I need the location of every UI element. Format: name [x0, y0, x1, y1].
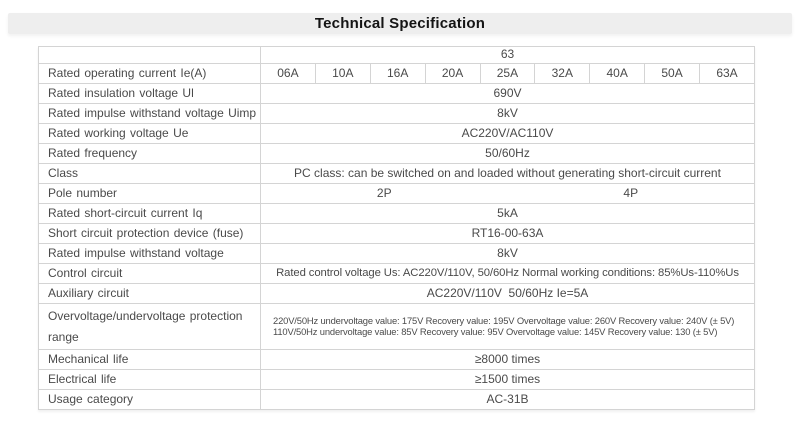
row-operating-current: Rated operating current Ie(A) 06A 10A 16… — [38, 63, 755, 84]
row-impulse-withstand: Rated impulse withstand voltage 8kV — [38, 243, 755, 264]
row-label: Overvoltage/undervoltage protection rang… — [38, 303, 261, 350]
row-value: AC220V/AC110V — [260, 123, 755, 144]
pole-number-values: 2P 4P — [262, 185, 754, 201]
row-value: 690V — [260, 83, 755, 104]
row-value: ≥1500 times — [260, 369, 755, 390]
row-class: Class PC class: can be switched on and l… — [38, 163, 755, 184]
row-label: Rated short-circuit current Iq — [38, 203, 261, 224]
current-rating-cell: 16A — [369, 63, 426, 84]
row-short-circuit-current: Rated short-circuit current Iq 5kA — [38, 203, 755, 224]
pole-4p-value: 4P — [623, 185, 639, 200]
row-protection-range: Overvoltage/undervoltage protection rang… — [38, 303, 755, 350]
title-bar: Technical Specification — [8, 13, 792, 34]
spec-table: 63 Rated operating current Ie(A) 06A 10A… — [38, 46, 755, 410]
current-rating-cell: 63A — [699, 63, 755, 84]
row-label: Short circuit protection device (fuse) — [38, 223, 261, 244]
row-label: Rated impulse withstand voltage — [38, 243, 261, 264]
row-value: 50/60Hz — [260, 143, 755, 164]
row-value: RT16-00-63A — [260, 223, 755, 244]
current-rating-cell: 25A — [479, 63, 536, 84]
row-label: Class — [38, 163, 261, 184]
row-size-header: 63 — [38, 46, 755, 64]
row-value: 8kV — [260, 243, 755, 264]
row-value: 8kV — [260, 103, 755, 124]
empty-corner-cell — [38, 46, 261, 64]
row-label: Rated operating current Ie(A) — [38, 63, 261, 84]
row-label: Mechanical life — [38, 349, 261, 370]
row-label: Control circuit — [38, 263, 261, 284]
current-rating-cell: 40A — [589, 63, 646, 84]
pole-number-cell: 2P 4P — [260, 183, 755, 204]
row-usage-category: Usage category AC-31B — [38, 389, 755, 410]
row-label: Rated working voltage Ue — [38, 123, 261, 144]
row-value: Rated control voltage Us: AC220V/110V, 5… — [260, 263, 755, 284]
row-value: 5kA — [260, 203, 755, 224]
pole-2p-value: 2P — [376, 185, 392, 200]
current-rating-cell: 20A — [424, 63, 481, 84]
row-working-voltage: Rated working voltage Ue AC220V/AC110V — [38, 123, 755, 144]
row-label: Rated insulation voltage Ul — [38, 83, 261, 104]
current-rating-cell: 06A — [260, 63, 316, 84]
row-insulation-voltage: Rated insulation voltage Ul 690V — [38, 83, 755, 104]
protection-range-line2: 110V/50Hz undervoltage value: 85V Recove… — [273, 325, 718, 337]
row-label: Electrical life — [38, 369, 261, 390]
current-rating-cell: 10A — [314, 63, 371, 84]
current-rating-cell: 50A — [644, 63, 700, 84]
row-control-circuit: Control circuit Rated control voltage Us… — [38, 263, 755, 284]
row-mechanical-life: Mechanical life ≥8000 times — [38, 349, 755, 370]
row-value: AC-31B — [260, 389, 755, 410]
row-auxiliary-circuit: Auxiliary circuit AC220V/110V 50/60Hz Ie… — [38, 283, 755, 304]
size-header-value: 63 — [260, 46, 755, 64]
row-value: AC220V/110V 50/60Hz Ie=5A — [260, 283, 755, 304]
row-label: Usage category — [38, 389, 261, 410]
row-label: Rated frequency — [38, 143, 261, 164]
row-frequency: Rated frequency 50/60Hz — [38, 143, 755, 164]
row-electrical-life: Electrical life ≥1500 times — [38, 369, 755, 390]
row-impulse-withstand-uimp: Rated impulse withstand voltage Uimp 8kV — [38, 103, 755, 124]
row-label: Auxiliary circuit — [38, 283, 261, 304]
row-value: PC class: can be switched on and loaded … — [260, 163, 755, 184]
row-label: Rated impulse withstand voltage Uimp — [38, 103, 261, 124]
protection-range-values: 220V/50Hz undervoltage value: 175V Recov… — [260, 303, 755, 350]
protection-range-line1: 220V/50Hz undervoltage value: 175V Recov… — [273, 314, 735, 326]
row-fuse: Short circuit protection device (fuse) R… — [38, 223, 755, 244]
row-label: Pole number — [38, 183, 261, 204]
current-rating-cell: 32A — [534, 63, 591, 84]
row-value: ≥8000 times — [260, 349, 755, 370]
row-pole-number: Pole number 2P 4P — [38, 183, 755, 204]
page-title: Technical Specification — [314, 15, 486, 32]
